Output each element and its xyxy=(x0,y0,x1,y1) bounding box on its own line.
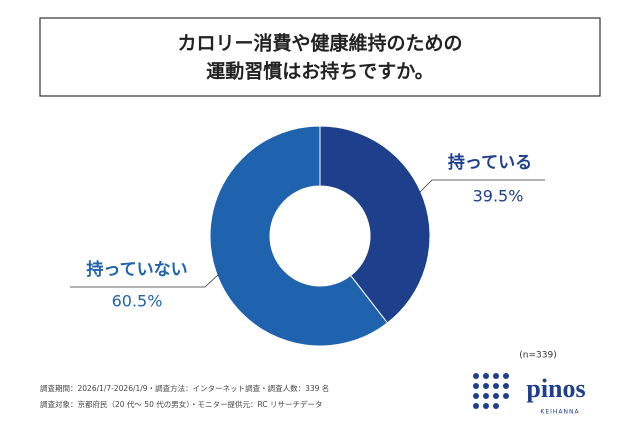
donut xyxy=(209,125,431,347)
leader-line xyxy=(70,273,220,288)
sample-note: (n=339) xyxy=(519,351,556,361)
category-label: 持っている xyxy=(448,152,532,173)
donut-segment xyxy=(319,125,431,324)
chart-title: カロリー消費や健康維持のための xyxy=(177,32,462,55)
donut-segment xyxy=(209,125,389,347)
logo-sub: KEIHANNA xyxy=(540,409,579,416)
category-label: 持っていない xyxy=(86,259,187,280)
footnote: 調査対象：京都府民（20 代～ 50 代の男女）・モニター提供元：RC リサーチ… xyxy=(40,399,322,409)
logo-name: pinos xyxy=(526,374,585,403)
title-box xyxy=(39,17,601,97)
value-label: 39.5% xyxy=(473,187,524,206)
value-label: 60.5% xyxy=(112,292,163,311)
logo xyxy=(473,373,509,409)
chart-title: 運動習慣はお持ちですか。 xyxy=(206,60,434,83)
leader-line xyxy=(419,179,545,193)
footnote: 調査期間：2026/1/7-2026/1/9・調査方法：インターネット調査・調査… xyxy=(40,383,329,393)
